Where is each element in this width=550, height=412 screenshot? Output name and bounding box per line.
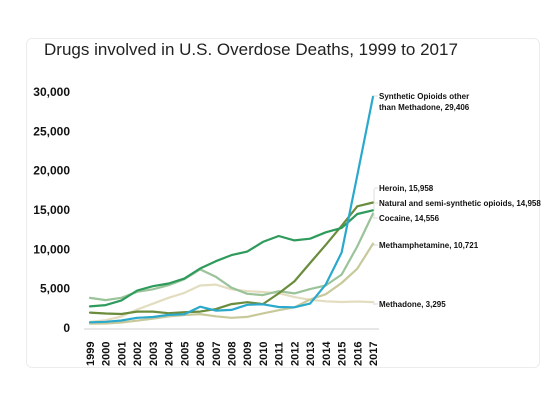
series-label: Methadone, 3,295: [379, 300, 446, 309]
y-tick-label: 25,000: [33, 124, 70, 138]
x-tick-label: 2001: [116, 342, 128, 366]
x-tick-label: 2014: [321, 341, 333, 366]
y-tick-label: 10,000: [33, 242, 70, 256]
y-tick-label: 0: [63, 321, 70, 335]
series-label: Heroin, 15,958: [379, 184, 434, 193]
x-tick-label: 2007: [211, 342, 223, 366]
series-labels: Synthetic Opioids other than Methadone, 2…: [373, 92, 541, 309]
series-label: Cocaine, 14,556: [379, 214, 440, 223]
x-tick-label: 2000: [101, 342, 113, 366]
x-tick-label: 2015: [337, 342, 349, 366]
x-tick-label: 2013: [305, 342, 317, 366]
x-tick-label: 2011: [274, 342, 286, 366]
y-tick-label: 15,000: [33, 203, 70, 217]
y-tick-label: 30,000: [33, 85, 70, 99]
x-tick-label: 2010: [258, 342, 270, 366]
x-tick-label: 2017: [368, 342, 380, 366]
x-tick-label: 2002: [132, 342, 144, 366]
series-line-5: [88, 242, 375, 325]
x-tick-label: 2006: [195, 342, 207, 366]
series-label: Methamphetamine, 10,721: [379, 241, 479, 250]
series-line-3: [88, 209, 375, 308]
series-label: Natural and semi-synthetic opioids, 14,9…: [379, 199, 541, 208]
x-tick-label: 2003: [148, 342, 160, 366]
series-label: Synthetic Opioids other than Methadone, 2…: [379, 92, 470, 112]
x-tick-label: 2005: [179, 342, 191, 366]
y-tick-label: 5,000: [40, 282, 70, 296]
x-tick-label: 2004: [164, 341, 176, 366]
x-tick-label: 2012: [289, 342, 301, 366]
chart-series: [88, 95, 375, 325]
x-tick-label: 2009: [242, 342, 254, 366]
x-tick-label: 1999: [85, 342, 97, 366]
series-line-4: [88, 212, 375, 302]
x-tick-label: 2016: [352, 342, 364, 366]
chart-axes: 0 5,000 10,000 15,000 20,000 25,000 30,000 1999…: [33, 85, 380, 366]
series-line-6: [88, 283, 375, 323]
y-tick-label: 20,000: [33, 164, 70, 178]
chart-title: Drugs involved in U.S. Overdose Deaths, …: [44, 40, 458, 59]
series-line-2: [88, 201, 375, 316]
x-tick-label: 2008: [227, 342, 239, 366]
series-line-1: [88, 95, 375, 324]
